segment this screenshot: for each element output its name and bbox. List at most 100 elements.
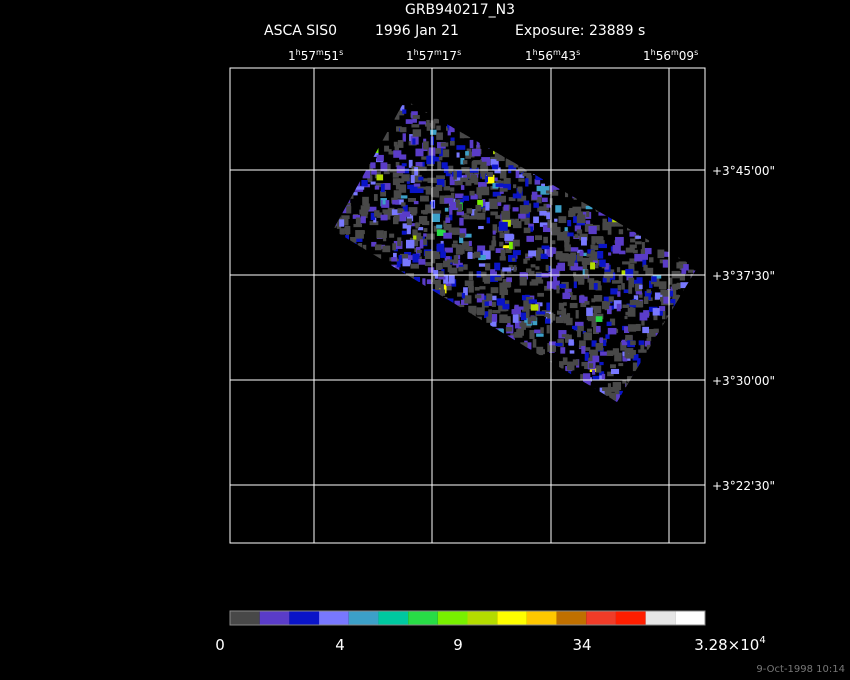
speckle [678,261,687,265]
speckle [536,252,541,261]
colorbar-label-part: 4 [335,636,345,654]
speckle [412,229,418,237]
colorbar-segment [556,611,587,625]
speckle [537,292,544,297]
speckle [401,174,410,182]
speckle [402,109,407,114]
speckle [410,174,415,183]
speckle [399,253,409,259]
speckle [585,205,593,210]
speckle [468,271,474,281]
colorbar-label-part: 9 [453,636,463,654]
speckle [407,184,414,190]
speckle [458,198,465,203]
speckle [519,205,529,214]
speckle [520,342,529,350]
speckle [499,170,507,179]
speckle [607,383,611,389]
speckle [412,129,422,137]
speckle [557,231,565,241]
speckle [459,174,467,180]
speckle [622,261,631,265]
speckle [639,292,643,298]
speckle [610,364,616,369]
speckle [418,121,426,125]
speckle [530,264,536,268]
speckle [573,196,577,200]
speckle [618,229,624,235]
speckle [445,172,451,177]
colorbar-label: 34 [572,636,591,654]
speckle [471,148,481,157]
speckle [423,228,428,232]
speckle [610,246,615,252]
speckle [471,310,476,318]
speckle [344,227,349,231]
speckle [480,186,490,196]
speckle [590,262,596,270]
speckle [570,295,577,300]
speckle [414,174,422,183]
speckle [581,237,587,246]
speckle [624,349,629,358]
speckle [555,342,563,347]
speckle [462,195,470,201]
speckle [606,321,612,326]
speckle [564,234,570,243]
speckle [482,207,486,213]
speckle [519,272,528,280]
speckle [551,240,556,245]
speckle [350,192,358,196]
speckle [569,350,575,354]
speckle [350,237,357,246]
speckle [488,309,493,318]
speckle [558,216,567,224]
speckle [443,220,447,227]
speckle [440,142,449,147]
speckle [540,253,549,260]
speckle [544,312,549,317]
speckle [508,161,517,171]
speckle [607,226,612,235]
speckle [452,240,458,244]
speckle [439,195,448,204]
ra-label-part: 56 [656,49,671,63]
speckle [414,167,419,176]
speckle [394,111,400,120]
speckle [644,247,652,255]
speckle [465,172,472,179]
speckle [517,186,523,192]
speckle [398,255,402,264]
speckle [576,221,585,226]
speckle [502,267,512,272]
speckle [447,130,451,136]
speckle [444,207,449,212]
speckle [619,250,626,255]
speckle [501,211,511,221]
speckle [614,221,624,227]
speckle [598,212,608,216]
speckle [433,279,439,285]
colorbar-segment [348,611,379,625]
speckle [653,283,663,287]
speckle [423,138,427,144]
speckle [486,297,492,306]
speckle [508,264,513,270]
speckle [539,210,547,216]
speckle [616,267,621,273]
speckle [597,251,604,259]
speckle [445,281,452,286]
speckle [538,279,544,284]
speckle [411,111,418,119]
speckle [512,239,520,247]
speckle [499,282,508,291]
speckle [527,317,532,325]
speckle [543,203,550,211]
speckle [577,328,581,338]
speckle [621,283,625,290]
speckle [643,310,650,318]
speckle [360,216,366,224]
speckle [380,214,388,221]
speckle [662,310,666,320]
